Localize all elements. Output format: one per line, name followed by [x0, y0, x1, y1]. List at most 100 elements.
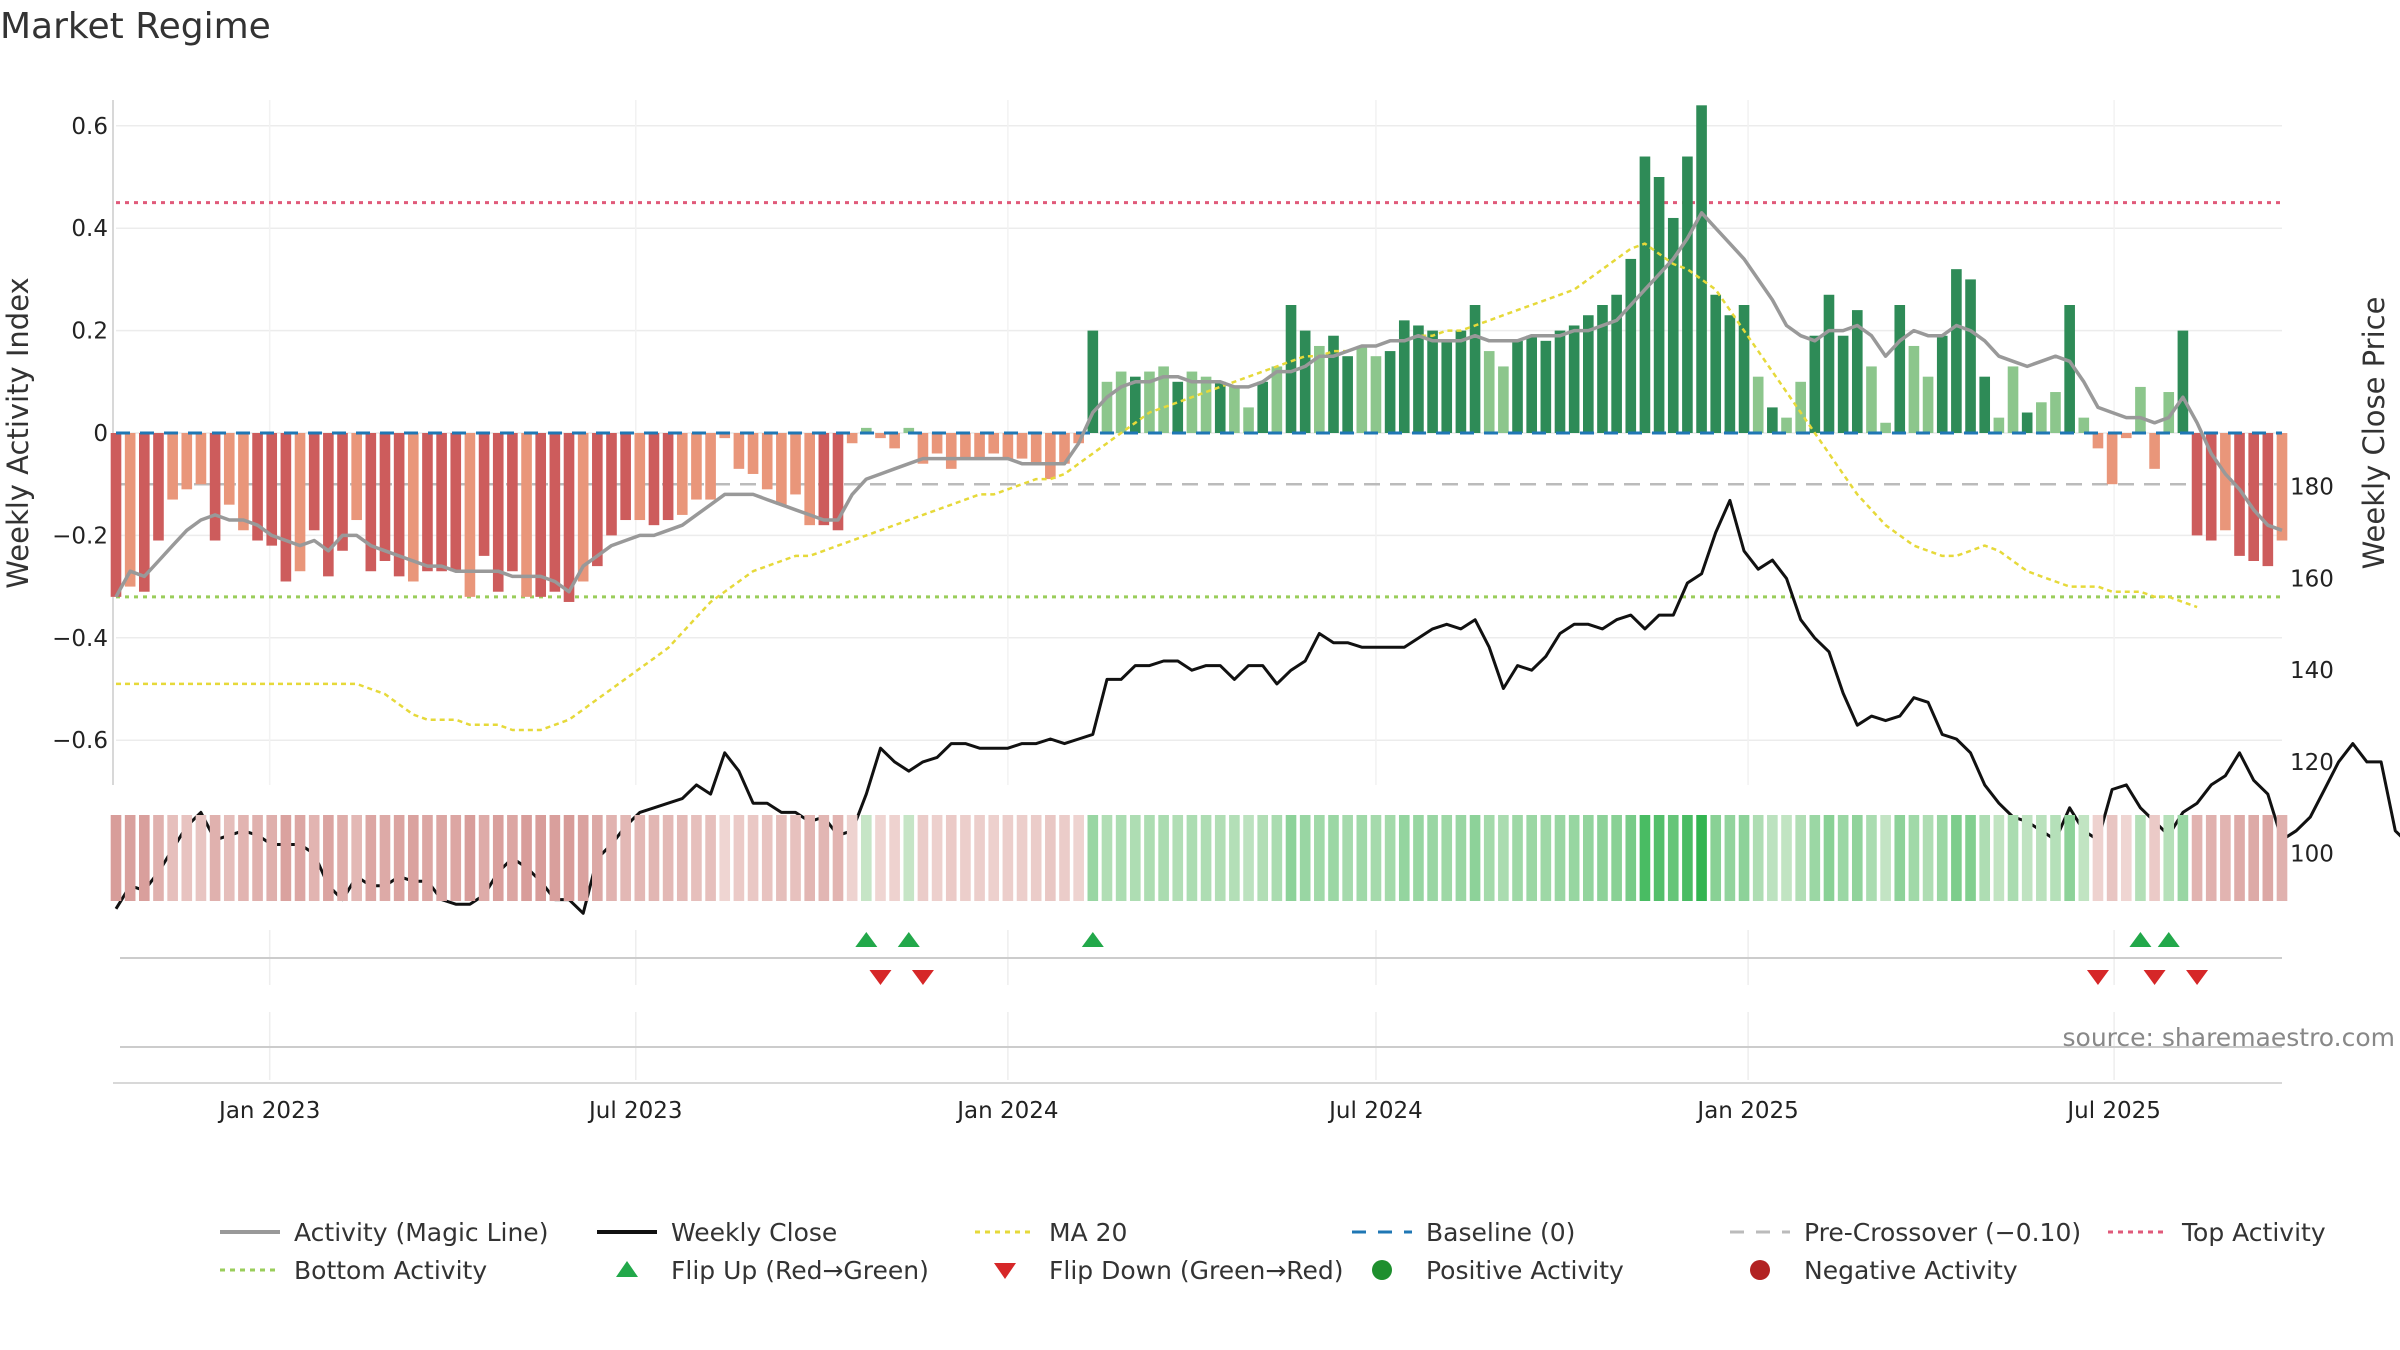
regime-cell — [960, 815, 971, 901]
activity-bar — [1398, 320, 1410, 433]
regime-cell — [139, 815, 150, 901]
regime-cell — [323, 815, 334, 901]
regime-cell — [832, 815, 844, 901]
regime-cell — [1370, 815, 1382, 901]
activity-bar — [407, 433, 419, 582]
regime-cell — [1526, 815, 1537, 901]
regime-cell — [1271, 815, 1283, 901]
activity-bar — [2135, 386, 2146, 433]
regime-cell — [1441, 815, 1453, 901]
activity-bar — [790, 433, 801, 495]
regime-cell — [1979, 815, 1991, 901]
legend-symbol — [1372, 1260, 1392, 1280]
activity-bar — [181, 433, 193, 490]
activity-bar — [1625, 258, 1637, 433]
activity-bar — [620, 433, 631, 521]
activity-bar — [747, 433, 759, 474]
y-tick-label: 0.6 — [71, 114, 108, 140]
regime-cell — [407, 815, 419, 901]
activity-bar — [1087, 330, 1099, 433]
legend-label: Flip Down (Green→Red) — [1049, 1256, 1344, 1285]
regime-cell — [280, 815, 292, 901]
regime-cell — [634, 815, 646, 901]
regime-cell — [1951, 815, 1962, 901]
regime-cell — [917, 815, 929, 901]
regime-cell — [1682, 815, 1693, 901]
regime-cell — [1200, 815, 1212, 901]
regime-cell — [492, 815, 504, 901]
activity-bar — [1229, 386, 1240, 433]
activity-bar — [266, 433, 278, 546]
y2-tick-label: 180 — [2290, 475, 2334, 501]
activity-bar — [1639, 156, 1651, 433]
regime-cell — [620, 815, 631, 901]
regime-cell — [2050, 815, 2061, 901]
activity-bars — [110, 105, 2288, 602]
regime-cell — [1455, 815, 1467, 901]
regime-cell — [1809, 815, 1821, 901]
regime-cell — [1087, 815, 1099, 901]
y-tick-label: −0.4 — [52, 626, 108, 652]
regime-cell — [1342, 815, 1353, 901]
y-tick-label: 0.4 — [71, 216, 108, 242]
regime-cell — [2021, 815, 2033, 901]
regime-cell — [223, 815, 235, 901]
regime-cell — [1568, 815, 1580, 901]
regime-cell — [2262, 815, 2274, 901]
activity-bar — [1965, 279, 1976, 433]
regime-cell — [1866, 815, 1877, 901]
regime-cell — [393, 815, 405, 901]
activity-bar — [861, 427, 872, 433]
activity-bar — [2120, 433, 2132, 439]
activity-bar — [776, 433, 787, 505]
regime-cell — [1667, 815, 1679, 901]
regime-cell — [478, 815, 490, 901]
activity-bar — [889, 433, 900, 449]
activity-bar — [1016, 433, 1028, 459]
activity-bar — [1936, 335, 1948, 433]
activity-bar — [1257, 381, 1269, 433]
regime-cell — [2205, 815, 2217, 901]
regime-cell — [2149, 815, 2160, 901]
regime-cell — [1597, 815, 1608, 901]
regime-cell — [1115, 815, 1127, 901]
x-tick-label: Jan 2023 — [217, 1098, 320, 1124]
regime-cell — [662, 815, 674, 901]
activity-bar — [577, 433, 589, 582]
flip-up-marker — [1081, 932, 1104, 947]
legend-label: Baseline (0) — [1426, 1218, 1575, 1247]
activity-bar — [124, 433, 136, 587]
source-text: source: sharemaestro.com — [2063, 1023, 2396, 1052]
activity-bar — [2163, 392, 2175, 433]
activity-bar — [1030, 433, 1042, 464]
activity-bar — [1144, 371, 1155, 433]
regime-cell — [1299, 815, 1311, 901]
activity-bar — [139, 433, 150, 592]
regime-cell — [2007, 815, 2019, 901]
activity-bar — [846, 433, 858, 444]
regime-cell — [1285, 815, 1297, 901]
regime-cell — [351, 815, 362, 901]
regime-cell — [577, 815, 589, 901]
activity-bar — [1045, 433, 1056, 480]
activity-bar — [2078, 417, 2090, 433]
activity-bar — [337, 433, 348, 551]
activity-bar — [1894, 305, 1906, 433]
activity-bar — [167, 433, 178, 500]
regime-cell — [1823, 815, 1835, 901]
activity-bar — [931, 433, 943, 454]
regime-cell — [691, 815, 702, 901]
regime-cell — [2177, 815, 2189, 901]
regime-cell — [294, 815, 306, 901]
activity-bar — [1823, 294, 1835, 433]
regime-cell — [2220, 815, 2231, 901]
activity-bar — [875, 433, 886, 439]
legend-label: Top Activity — [2181, 1218, 2326, 1247]
regime-cell — [2163, 815, 2175, 901]
activity-bar — [1271, 366, 1283, 433]
activity-bar — [1285, 305, 1297, 433]
activity-bar — [478, 433, 490, 556]
legend-symbol — [994, 1263, 1016, 1279]
regime-cell — [153, 815, 164, 901]
